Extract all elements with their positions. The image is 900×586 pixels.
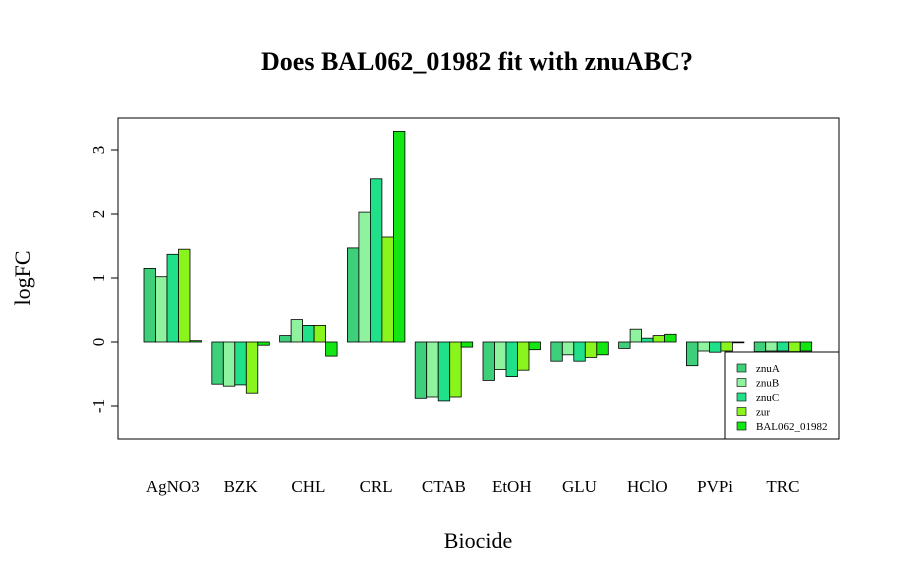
bar-bzk-znuc xyxy=(234,341,247,386)
bar-chl-zur xyxy=(313,324,327,343)
legend-swatch-znub xyxy=(736,378,747,387)
legend: znuA znuB znuC zur BAL062_01982 xyxy=(724,351,840,440)
bar-etoh-znuc xyxy=(505,341,518,377)
legend-label-bal062_01982: BAL062_01982 xyxy=(756,421,828,433)
y-axis: -1 0 1 2 3 xyxy=(89,146,119,413)
plot-frame xyxy=(117,117,840,440)
y-tick-label: 2 xyxy=(89,210,108,219)
bar-hclo-bal062_01982 xyxy=(664,333,677,343)
bar-crl-zur xyxy=(381,236,394,343)
y-tick-label: -1 xyxy=(89,399,108,413)
bar-etoh-bal062_01982 xyxy=(528,341,541,351)
bars-group xyxy=(143,130,813,402)
bar-chl-znub xyxy=(290,319,304,343)
bar-ctab-znuc xyxy=(437,341,451,402)
bar-hclo-znub xyxy=(629,328,642,343)
bar-chl-znuc xyxy=(302,324,315,343)
x-tick-label-ctab: CTAB xyxy=(422,477,466,496)
bar-ctab-bal062_01982 xyxy=(460,341,474,348)
x-tick-label-agno3: AgNO3 xyxy=(146,477,200,496)
bar-trc-bal062_01982 xyxy=(799,341,813,352)
bar-pvpi-znuc xyxy=(709,341,722,353)
legend-swatch-znuc xyxy=(736,392,747,402)
x-axis-title: Biocide xyxy=(444,528,512,553)
x-tick-label-trc: TRC xyxy=(766,477,799,496)
bar-hclo-znuc xyxy=(641,337,654,343)
bar-glu-zur xyxy=(584,341,598,358)
bar-crl-znua xyxy=(346,247,360,343)
x-tick-label-crl: CRL xyxy=(360,477,393,496)
bar-pvpi-znua xyxy=(686,341,699,367)
bar-bzk-znua xyxy=(211,341,224,385)
bar-pvpi-zur xyxy=(720,341,733,352)
legend-swatch-zur xyxy=(736,407,747,416)
bar-etoh-zur xyxy=(517,341,530,371)
x-tick-label-bzk: BZK xyxy=(224,477,259,496)
bar-crl-znuc xyxy=(369,178,383,343)
bar-chl-bal062_01982 xyxy=(325,341,338,357)
bar-hclo-znua xyxy=(618,341,631,349)
y-axis-title: logFC xyxy=(10,250,35,305)
bar-trc-znua xyxy=(753,341,767,353)
bar-hclo-zur xyxy=(652,335,665,343)
bar-trc-znub xyxy=(765,341,778,352)
x-tick-label-etoh: EtOH xyxy=(492,477,532,496)
x-tick-label-glu: GLU xyxy=(562,477,597,496)
legend-label-znuc: znuC xyxy=(756,392,779,404)
bar-ctab-znub xyxy=(426,341,439,398)
legend-label-znub: znuB xyxy=(756,378,779,390)
y-tick-label: 1 xyxy=(89,274,108,283)
bar-bzk-znub xyxy=(222,341,236,387)
bar-bzk-zur xyxy=(245,341,259,394)
bar-crl-znub xyxy=(358,211,371,343)
legend-swatch-bal062_01982 xyxy=(736,421,747,431)
bar-ctab-znua xyxy=(414,341,428,399)
bar-agno3-znuc xyxy=(166,253,179,343)
y-tick-label: 0 xyxy=(89,338,108,347)
bar-bzk-bal062_01982 xyxy=(257,341,270,346)
bar-glu-bal062_01982 xyxy=(596,341,609,356)
bar-glu-znuc xyxy=(573,341,586,362)
bar-pvpi-bal062_01982 xyxy=(732,341,745,344)
bar-etoh-znua xyxy=(482,341,495,381)
bar-etoh-znub xyxy=(494,341,507,370)
bar-glu-znua xyxy=(550,341,563,362)
bar-trc-zur xyxy=(788,341,801,353)
bar-ctab-zur xyxy=(449,341,462,398)
legend-label-zur: zur xyxy=(756,407,770,419)
bar-agno3-znub xyxy=(155,276,168,343)
x-axis-labels: AgNO3 BZK CHL CRL CTAB EtOH GLU HClO PVPi TRC xyxy=(146,477,800,496)
bar-crl-bal062_01982 xyxy=(392,130,406,343)
bar-chl-znua xyxy=(279,335,292,343)
bar-pvpi-znub xyxy=(697,341,710,352)
bar-agno3-bal062_01982 xyxy=(189,340,202,343)
legend-label-znua: znuA xyxy=(756,363,780,375)
bar-glu-znub xyxy=(561,341,575,356)
x-tick-label-hclo: HClO xyxy=(627,477,668,496)
legend-swatch-znua xyxy=(736,363,747,373)
x-tick-label-pvpi: PVPi xyxy=(697,477,733,496)
x-tick-label-chl: CHL xyxy=(291,477,325,496)
bar-agno3-znua xyxy=(143,267,156,343)
bar-trc-znuc xyxy=(776,341,790,352)
chart-title: Does BAL062_01982 fit with znuABC? xyxy=(261,47,693,76)
y-tick-label: 3 xyxy=(89,146,108,155)
bar-agno3-zur xyxy=(178,248,191,343)
